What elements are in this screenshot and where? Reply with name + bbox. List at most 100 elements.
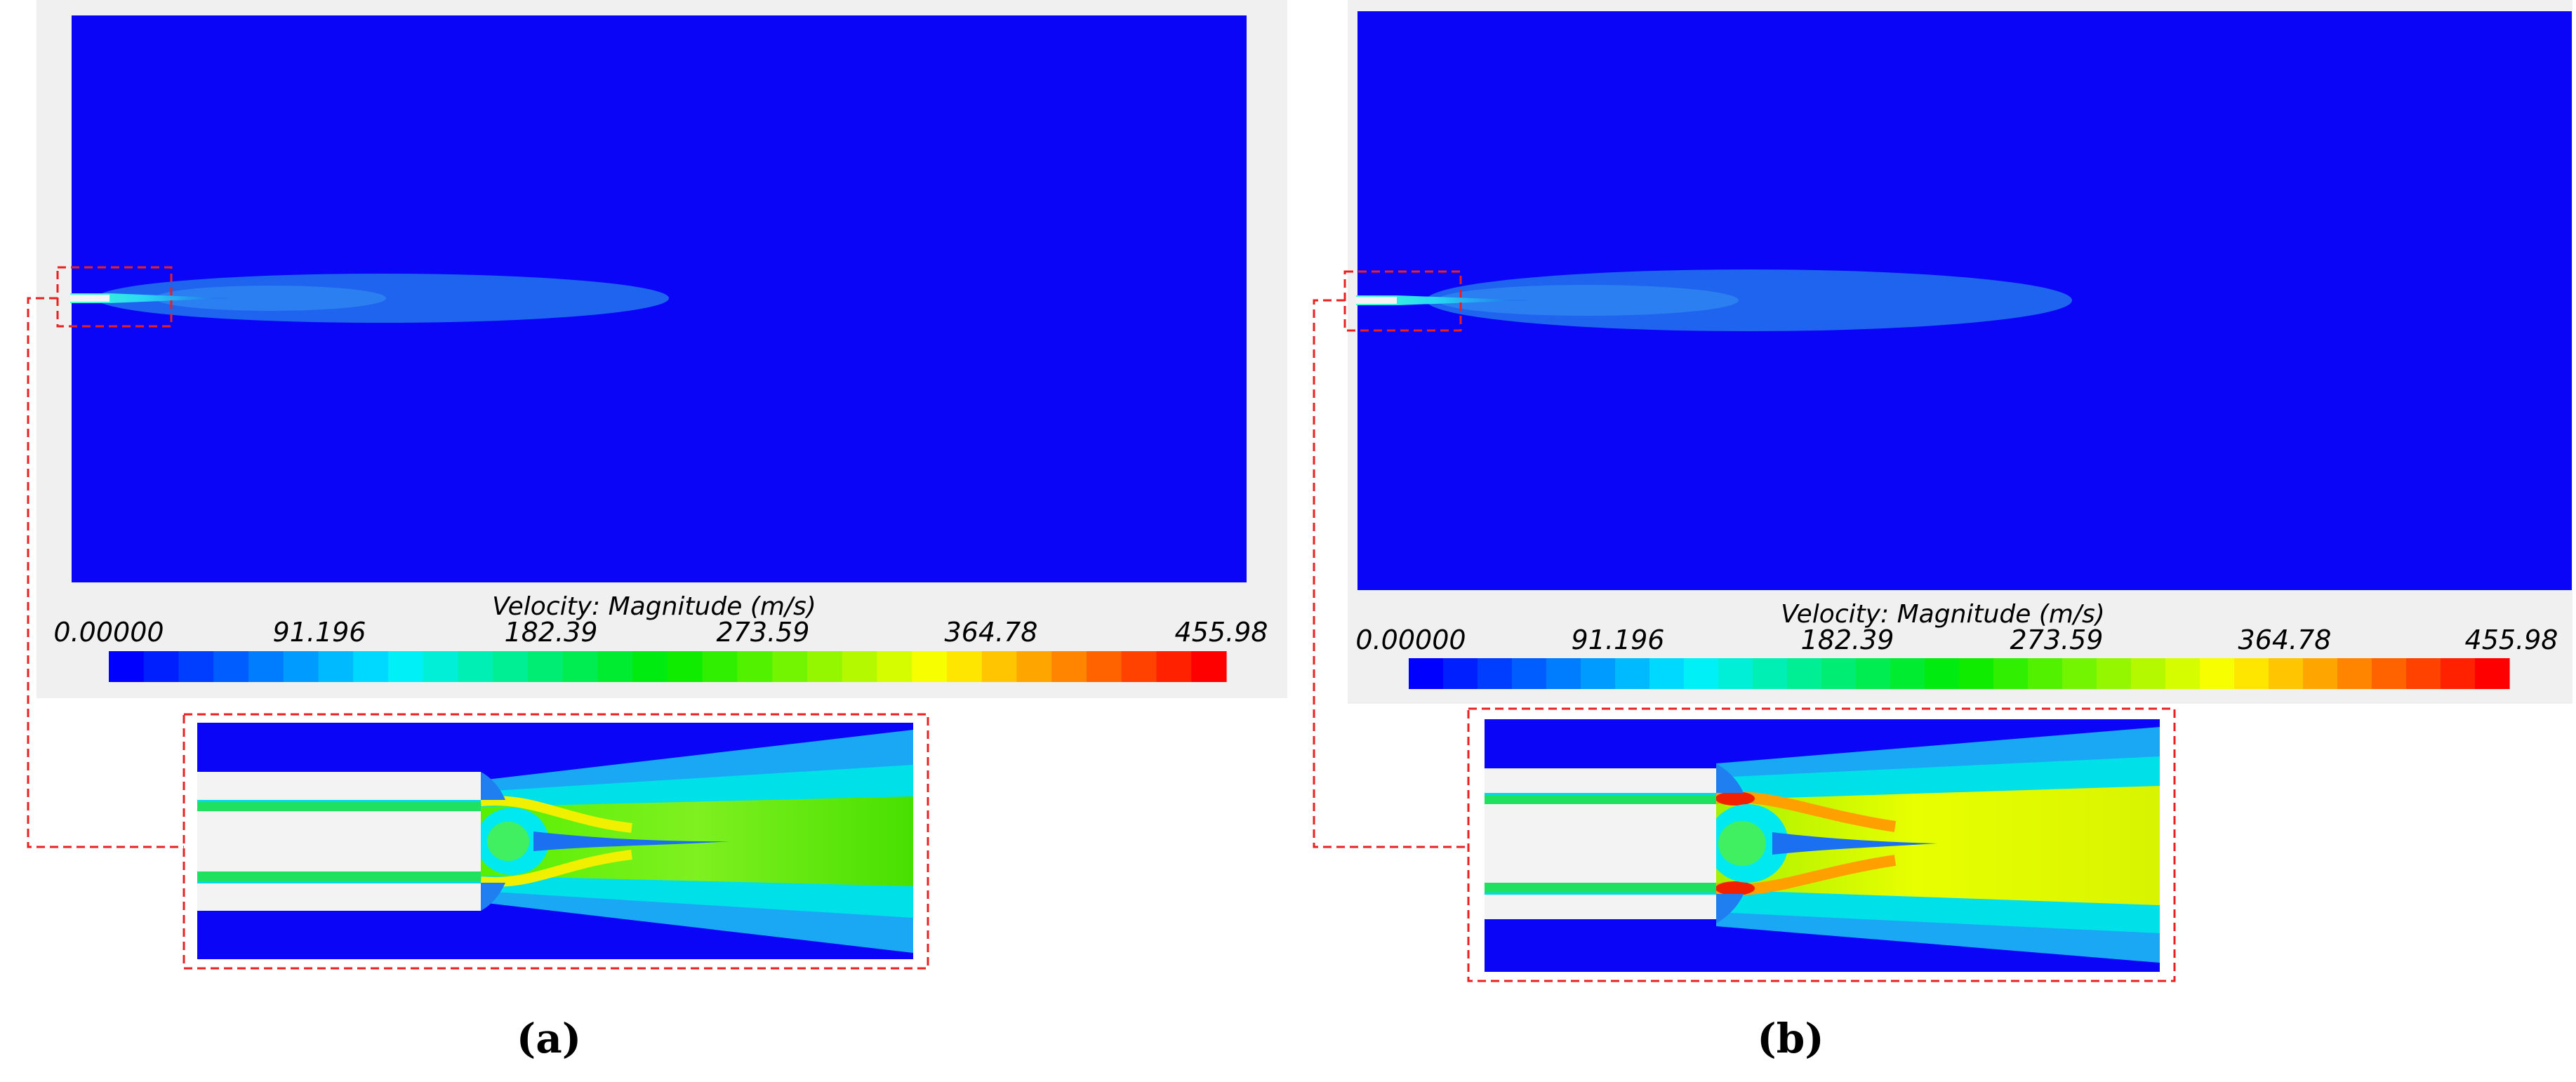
panel-a-tick-1: 91.196 (273, 617, 366, 648)
panel-b-inset-jet-top (1485, 794, 1716, 804)
colorbar-swatch-1-22 (2165, 658, 2200, 689)
colorbar-swatch-0-5 (283, 651, 319, 682)
panel-b-inset-wake (1772, 832, 1937, 855)
panel-b-colorbar-ticks: 0.00000 91.196 182.39 273.59 364.78 455.… (1355, 625, 2558, 655)
panel-b-jet-core (1356, 295, 1530, 305)
panel-b-zoom-connector (1313, 299, 1468, 848)
panel-a-inset-shear-bottom (480, 850, 632, 887)
panel-b-tick-5: 455.98 (2465, 625, 2558, 655)
colorbar-swatch-0-28 (1087, 651, 1122, 682)
panel-b-inset-hot-top (1715, 792, 1755, 806)
panel-a-zoom-source-box (56, 266, 173, 328)
panel-b-tick-2: 182.39 (1801, 625, 1894, 655)
panel-a-jet-core (70, 293, 232, 303)
colorbar-swatch-1-14 (1890, 658, 1925, 689)
colorbar-swatch-1-6 (1615, 658, 1650, 689)
panel-a-inset-jet-bottom-edge (197, 881, 481, 883)
panel-b-inset-lip-bottom (1716, 894, 1744, 923)
colorbar-swatch-1-18 (2028, 658, 2063, 689)
colorbar-swatch-0-16 (668, 651, 703, 682)
colorbar-swatch-1-4 (1546, 658, 1581, 689)
panel-a-tick-3: 273.59 (717, 617, 810, 648)
colorbar-swatch-0-29 (1121, 651, 1157, 682)
colorbar-swatch-0-12 (528, 651, 564, 682)
colorbar-swatch-0-20 (807, 651, 843, 682)
panel-b-inset-jet-bottom (1485, 883, 1716, 893)
colorbar-swatch-1-11 (1787, 658, 1822, 689)
colorbar-swatch-0-14 (597, 651, 633, 682)
colorbar-swatch-0-22 (877, 651, 912, 682)
colorbar-swatch-0-11 (493, 651, 529, 682)
panel-a-inset-nozzle-body (197, 772, 481, 911)
panel-b-tick-4: 364.78 (2238, 625, 2332, 655)
panel-a-tick-0: 0.00000 (53, 617, 164, 648)
panel-a-inset-wake (533, 831, 730, 851)
colorbar-swatch-1-0 (1409, 658, 1444, 689)
panel-a-colorbar-title: Velocity: Magnitude (m/s) (492, 592, 816, 621)
colorbar-swatch-1-8 (1684, 658, 1719, 689)
panel-a-tick-5: 455.98 (1175, 617, 1268, 648)
panel-a-caption: (a) (517, 1015, 581, 1062)
colorbar-swatch-1-28 (2372, 658, 2407, 689)
panel-a-zoom-inset (182, 713, 929, 970)
panel-b-inset-nozzle-body (1485, 768, 1716, 919)
panel-a-inset-shear-top (480, 796, 632, 833)
panel-a: Velocity: Magnitude (m/s) 0.00000 91.196… (27, 0, 1287, 1062)
colorbar-swatch-1-10 (1753, 658, 1788, 689)
colorbar-swatch-1-30 (2441, 658, 2476, 689)
panel-a-nozzle (70, 295, 109, 302)
panel-a-inset-jet-top (197, 801, 481, 811)
colorbar-swatch-0-18 (737, 651, 773, 682)
colorbar-swatch-1-27 (2337, 658, 2372, 689)
panel-b-inset-lip-top (1716, 763, 1744, 793)
panel-b-nozzle (1356, 297, 1397, 304)
panel-b-plume-inner (1437, 285, 1739, 316)
colorbar-swatch-0-19 (772, 651, 808, 682)
colorbar-swatch-0-25 (981, 651, 1018, 682)
panel-a-plume-inner (154, 286, 386, 311)
colorbar-swatch-1-26 (2303, 658, 2338, 689)
panel-b-zoom-inset (1467, 707, 2176, 982)
colorbar-swatch-1-9 (1718, 658, 1753, 689)
panel-b-colorbar (1409, 658, 2510, 689)
panel-b-colorbar-title: Velocity: Magnitude (m/s) (1781, 600, 2105, 629)
colorbar-swatch-1-25 (2269, 658, 2304, 689)
colorbar-swatch-1-12 (1821, 658, 1857, 689)
panel-b-inset-jet-bottom-edge (1485, 893, 1716, 895)
colorbar-swatch-1-24 (2234, 658, 2269, 689)
colorbar-swatch-1-31 (2475, 658, 2510, 689)
colorbar-swatch-1-7 (1649, 658, 1685, 689)
colorbar-swatch-0-24 (947, 651, 983, 682)
panel-a-colorbar-ticks: 0.00000 91.196 182.39 273.59 364.78 455.… (53, 617, 1268, 648)
panel-a-inset-lip-bottom (481, 883, 505, 911)
panel-a-tick-2: 182.39 (505, 617, 598, 648)
panel-b-tick-1: 91.196 (1572, 625, 1665, 655)
panel-a-colorbar (109, 651, 1227, 682)
panel-b-inset-recirc-inner (1718, 821, 1766, 866)
colorbar-swatch-0-13 (562, 651, 599, 682)
colorbar-swatch-0-21 (842, 651, 878, 682)
colorbar-swatch-0-8 (388, 651, 424, 682)
panel-b-inset-hot-bottom (1715, 881, 1755, 895)
colorbar-swatch-0-23 (912, 651, 948, 682)
panel-b-caption: (b) (1757, 1015, 1824, 1062)
colorbar-swatch-0-30 (1156, 651, 1192, 682)
colorbar-swatch-1-15 (1925, 658, 1960, 689)
colorbar-swatch-1-5 (1581, 658, 1616, 689)
colorbar-swatch-0-6 (318, 651, 354, 682)
colorbar-swatch-0-1 (143, 651, 180, 682)
colorbar-swatch-1-1 (1443, 658, 1478, 689)
panel-b-inset-border (1467, 707, 2176, 982)
panel-a-inset-recirc-inner (487, 822, 529, 861)
panel-b-inset-jet-top-edge (1485, 793, 1716, 795)
colorbar-swatch-0-31 (1191, 651, 1227, 682)
colorbar-swatch-1-19 (2062, 658, 2097, 689)
colorbar-swatch-1-29 (2406, 658, 2441, 689)
colorbar-swatch-1-20 (2097, 658, 2132, 689)
panel-b-tick-0: 0.00000 (1355, 625, 1466, 655)
colorbar-swatch-0-17 (702, 651, 738, 682)
colorbar-swatch-1-23 (2200, 658, 2235, 689)
colorbar-swatch-0-10 (458, 651, 493, 682)
colorbar-swatch-0-26 (1016, 651, 1052, 682)
